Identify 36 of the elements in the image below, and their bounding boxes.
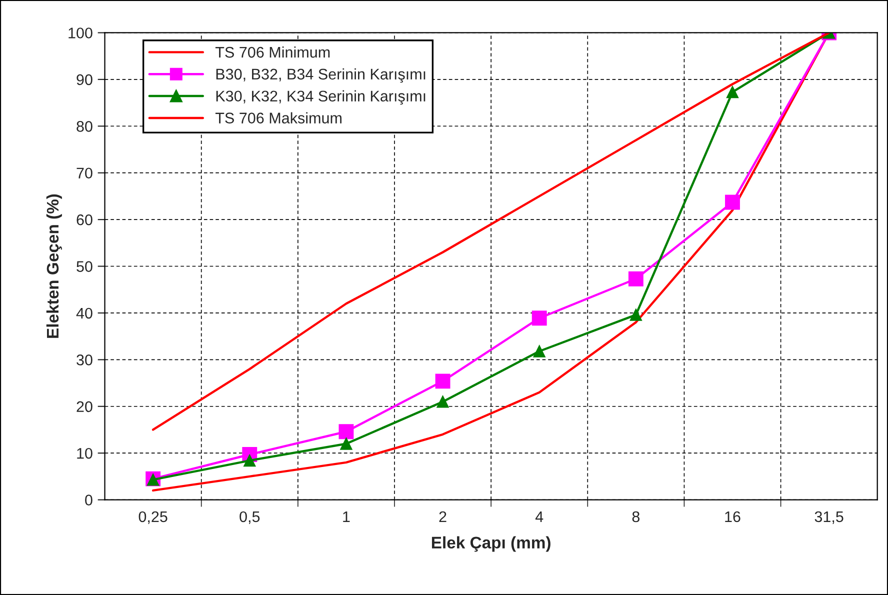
- point: [726, 86, 739, 98]
- y-tick-label: 90: [76, 74, 92, 86]
- x-tick-label: 16: [725, 511, 740, 522]
- x-tick-label: 31,5: [814, 511, 844, 524]
- point: [533, 345, 546, 358]
- y-tick-label: 0: [85, 494, 92, 506]
- x-tick-label: 4: [535, 511, 544, 522]
- legend-label: TS 706 Maksimum: [215, 112, 342, 124]
- y-tick-label: 60: [76, 214, 92, 226]
- point: [435, 374, 450, 389]
- point: [340, 438, 352, 450]
- y-tick-label: 10: [77, 448, 92, 459]
- legend-label: TS 706 Minimum: [215, 46, 330, 58]
- point: [436, 396, 449, 408]
- y-tick-label: 40: [76, 308, 92, 319]
- point: [628, 271, 644, 286]
- x-tick-label: 1: [343, 511, 350, 522]
- y-tick-label: 20: [76, 401, 92, 412]
- legend-label: K30, K32, K34 Serinin Karışımı: [216, 90, 426, 105]
- x-tick-label: 0,5: [240, 511, 260, 524]
- point: [338, 424, 354, 440]
- point: [725, 194, 740, 210]
- x-axis-title: Elek Çapı (mm): [432, 536, 550, 552]
- y-tick-label: 100: [68, 28, 92, 38]
- x-tick-label: 0,25: [138, 511, 168, 524]
- y-tick-label: 70: [76, 168, 92, 179]
- y-tick-label: 80: [76, 121, 92, 132]
- legend-label: B30, B32, B34 Serinin Karışımı: [216, 68, 426, 83]
- x-tick-label: 2: [439, 511, 446, 522]
- y-axis-title: Elekten Geçen (%): [46, 194, 62, 338]
- y-tick-label: 30: [76, 354, 92, 366]
- y-tick-label: 50: [76, 261, 92, 272]
- point: [630, 308, 642, 321]
- x-tick-label: 8: [632, 511, 640, 522]
- point: [532, 310, 547, 326]
- point: [244, 454, 256, 467]
